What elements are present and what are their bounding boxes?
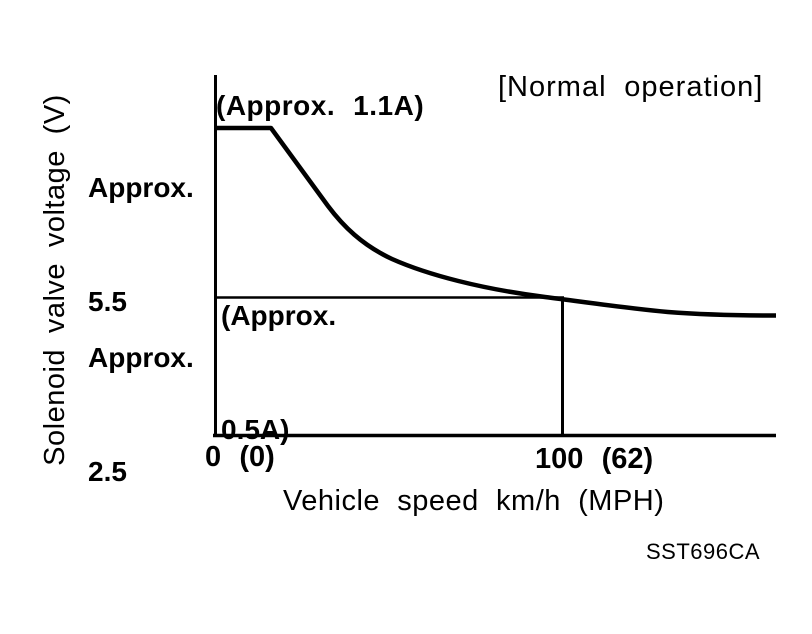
high-voltage-annotation-line1: Approx. xyxy=(88,172,194,203)
figure-reference-code: SST696CA xyxy=(646,539,761,564)
x-tick-origin: 0 (0) xyxy=(205,441,275,473)
low-voltage-annotation-line1: Approx. xyxy=(88,342,194,373)
low-voltage-annotation-line2: 2.5 xyxy=(88,456,127,487)
low-current-annotation-line1: (Approx. xyxy=(221,300,337,331)
low-current-annotation-line2: 0.5A) xyxy=(221,414,290,445)
x-axis-title: Vehicle speed km/h (MPH) xyxy=(283,485,665,517)
mode-label: [Normal operation] xyxy=(498,71,764,103)
high-voltage-annotation-line2: 5.5 xyxy=(88,286,127,317)
high-current-annotation: (Approx. 1.1A) xyxy=(216,90,425,121)
low-current-annotation: (Approx. 0.5A) xyxy=(221,221,336,525)
x-tick-100: 100 (62) xyxy=(535,443,654,475)
solenoid-voltage-curve xyxy=(215,125,777,318)
high-voltage-annotation: Approx. 5.5 xyxy=(88,93,194,397)
y-axis-title: Solenoid valve voltage (V) xyxy=(39,94,71,466)
low-voltage-annotation: Approx. 2.5 xyxy=(88,263,194,567)
